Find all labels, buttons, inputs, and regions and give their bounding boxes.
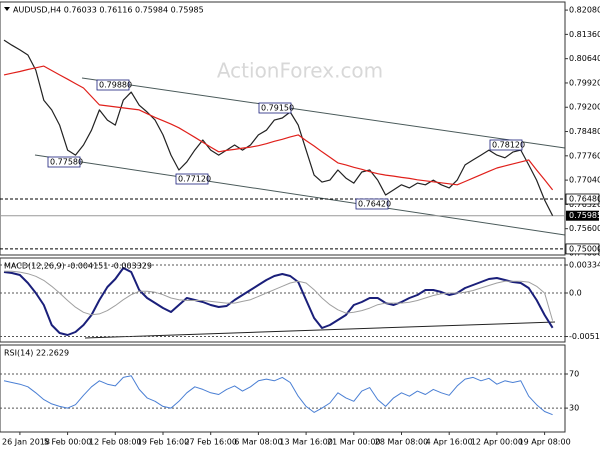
series-line [3, 267, 554, 336]
x-tick-label: 26 Jan 2018 [2, 438, 50, 447]
annotation: 0.77120 [178, 175, 211, 184]
macd-trendline [84, 321, 556, 339]
level-label-box [565, 193, 600, 205]
panel-title: RSI(14) 22.2629 [4, 349, 69, 358]
level-label: 0.76480 [569, 195, 600, 204]
panel-frame [0, 1, 566, 256]
y-tick-label: 0.75600 [569, 224, 600, 233]
x-tick-label: 27 Feb 16:00 [184, 438, 236, 447]
last-price-box [566, 210, 599, 221]
x-tick-label: 4 Apr 16:00 [426, 438, 473, 447]
panel-title: MACD(12,26,9) -0.004151 -0.003329 [4, 262, 152, 271]
y-tick-label: 0.77760 [569, 151, 600, 160]
x-tick-label: 19 Apr 08:00 [519, 438, 571, 447]
channel-lower [34, 154, 566, 236]
annotation-box [96, 79, 130, 91]
y-tick-label: 0.78480 [569, 127, 600, 136]
channel-upper [81, 77, 566, 149]
x-tick-label: 19 Feb 16:00 [137, 438, 189, 447]
annotation: 0.76420 [358, 200, 391, 209]
annotation: 0.79150 [261, 104, 294, 113]
annotation-box [355, 198, 389, 210]
last-price-label: 0.75985 [569, 211, 600, 220]
y-tick-label: 0.77040 [569, 176, 600, 185]
series-line [4, 270, 554, 321]
y-tick-label: 0.79920 [569, 78, 600, 87]
series-line [3, 65, 554, 191]
y-tick-label: -0.005197 [569, 332, 600, 341]
x-tick-label: 6 Mar 08:00 [234, 438, 282, 447]
annotation: 0.77580 [50, 158, 83, 167]
y-tick-label: 30 [569, 404, 579, 413]
annotation: 0.79880 [99, 81, 132, 90]
series-line [3, 375, 553, 416]
x-tick-label: 28 Mar 08:00 [375, 438, 428, 447]
y-tick-label: 0.0 [569, 289, 582, 298]
y-tick-label: 0.79200 [569, 103, 600, 112]
y-tick-label: 0.82080 [569, 6, 600, 15]
y-tick-label: 0.80640 [569, 54, 600, 63]
x-tick-label: 21 Mar 00:00 [327, 438, 380, 447]
annotation-box [175, 173, 209, 185]
series-line [3, 39, 554, 216]
watermark: ActionForex.com [217, 59, 383, 83]
y-tick-label: 0.81360 [569, 30, 600, 39]
y-tick-label: 70 [569, 370, 579, 379]
x-tick-label: 12 Feb 08:00 [89, 438, 141, 447]
x-tick-label: 13 Mar 16:00 [279, 438, 332, 447]
annotation-box [258, 102, 292, 114]
x-tick-label: 5 Feb 00:00 [44, 438, 91, 447]
level-label: 0.75000 [569, 244, 600, 253]
x-tick-label: 12 Apr 00:00 [471, 438, 523, 447]
annotation-box [489, 139, 523, 151]
y-tick-label: 0.003345 [569, 260, 600, 269]
annotation: 0.78120 [492, 141, 525, 150]
panel-title: AUDUSD,H4 0.76033 0.76116 0.75984 0.7598… [13, 6, 204, 15]
annotation-box [47, 156, 81, 168]
panel-frame [0, 257, 566, 343]
panel-frame [0, 344, 566, 433]
level-label-box [565, 243, 600, 255]
title-marker [4, 7, 10, 11]
